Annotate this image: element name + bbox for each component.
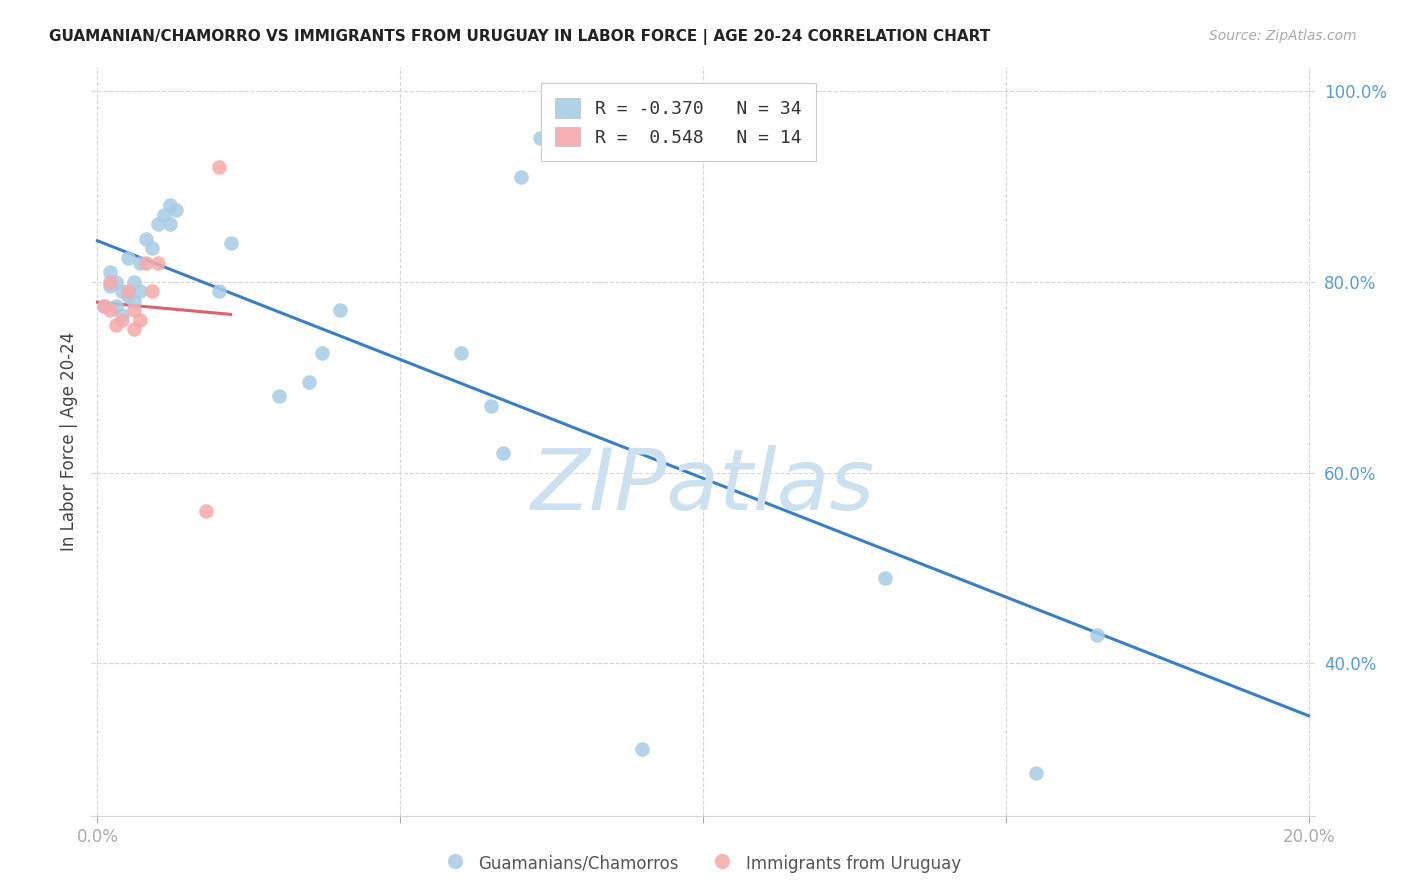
Point	[492, 446, 515, 460]
Point	[104, 318, 127, 332]
Point	[117, 289, 139, 303]
Text: Source: ZipAtlas.com: Source: ZipAtlas.com	[1209, 29, 1357, 43]
Point	[207, 160, 229, 174]
Point	[122, 322, 145, 336]
Text: ZIPatlas: ZIPatlas	[531, 445, 875, 528]
Point	[122, 275, 145, 289]
Point	[117, 251, 139, 265]
Point	[571, 122, 593, 136]
Point	[98, 279, 121, 293]
Point	[510, 169, 533, 184]
Legend: R = -0.370   N = 34, R =  0.548   N = 14: R = -0.370 N = 34, R = 0.548 N = 14	[541, 84, 815, 161]
Point	[98, 303, 121, 318]
Point	[329, 303, 352, 318]
Point	[153, 208, 176, 222]
Point	[122, 293, 145, 308]
Point	[1085, 628, 1108, 642]
Text: GUAMANIAN/CHAMORRO VS IMMIGRANTS FROM URUGUAY IN LABOR FORCE | AGE 20-24 CORRELA: GUAMANIAN/CHAMORRO VS IMMIGRANTS FROM UR…	[49, 29, 990, 45]
Point	[111, 284, 134, 298]
Point	[98, 275, 121, 289]
Point	[873, 570, 896, 584]
Y-axis label: In Labor Force | Age 20-24: In Labor Force | Age 20-24	[59, 332, 77, 551]
Point	[141, 241, 163, 255]
Point	[450, 346, 472, 360]
Point	[117, 284, 139, 298]
Point	[219, 236, 242, 251]
Point	[146, 218, 169, 232]
Point	[104, 299, 127, 313]
Point	[128, 284, 150, 298]
Point	[298, 375, 321, 389]
Point	[111, 313, 134, 327]
Point	[165, 203, 187, 218]
Point	[479, 399, 502, 413]
Point	[93, 299, 115, 313]
Point	[111, 308, 134, 322]
Point	[104, 275, 127, 289]
Legend: Guamanians/Chamorros, Immigrants from Uruguay: Guamanians/Chamorros, Immigrants from Ur…	[439, 847, 967, 880]
Point	[159, 218, 181, 232]
Point	[128, 255, 150, 269]
Point	[128, 313, 150, 327]
Point	[159, 198, 181, 212]
Point	[529, 131, 551, 145]
Point	[135, 232, 157, 246]
Point	[146, 255, 169, 269]
Point	[631, 742, 654, 756]
Point	[207, 284, 229, 298]
Point	[195, 504, 218, 518]
Point	[93, 299, 115, 313]
Point	[135, 255, 157, 269]
Point	[98, 265, 121, 279]
Point	[122, 303, 145, 318]
Point	[141, 284, 163, 298]
Point	[269, 389, 291, 403]
Point	[1025, 766, 1047, 780]
Point	[311, 346, 333, 360]
